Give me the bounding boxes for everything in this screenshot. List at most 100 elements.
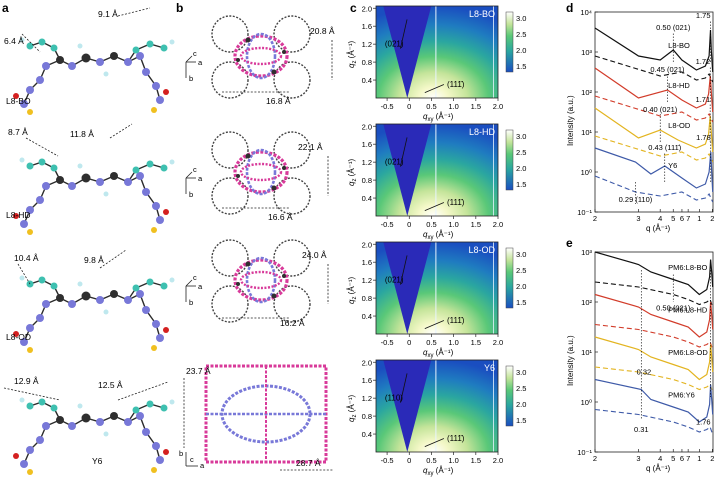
y-axis-label: qz (Å⁻¹) [347, 40, 358, 68]
x-tick-label: 2 [593, 454, 597, 463]
x-axis-label: q (Å⁻¹) [646, 224, 671, 233]
dimension-label: 12.5 Å [98, 380, 123, 390]
molecule-name: L8-BO [6, 96, 31, 106]
svg-text:b: b [189, 298, 193, 307]
colorbar-tick-label: 3.0 [516, 250, 526, 259]
beamstop-shadow [383, 242, 432, 334]
y-tick-label: 0.4 [362, 312, 372, 321]
series-out-of-plane-line [594, 408, 714, 435]
beamstop-shadow [383, 360, 432, 452]
colorbar-tick-label: 3.0 [516, 14, 526, 23]
x-tick-label: 5 [671, 454, 675, 463]
plot-frame [375, 123, 499, 217]
y-tick-label: 10⁰ [581, 398, 592, 407]
svg-text:c: c [190, 455, 194, 464]
plot-frame [375, 241, 499, 335]
series-in-plane-line [594, 293, 714, 338]
x-tick-label: 2.0 [493, 220, 503, 229]
beamstop-shadow [383, 6, 432, 98]
molecule-name: L8-HD [6, 210, 31, 220]
x-tick-label: -0.5 [381, 456, 394, 465]
peak-arrow [400, 373, 408, 403]
x-tick-label: 0 [407, 456, 411, 465]
colorbar [505, 11, 514, 73]
peak-label: 0.32 [637, 368, 652, 377]
packing-l8-hd: 16.6 Å 22.1 Å c a b [185, 130, 329, 222]
series-out-of-plane-line [594, 95, 714, 123]
x-tick-label: 1.0 [448, 456, 458, 465]
molecule-y6: 12.9 Å 12.5 Å Y6 [3, 376, 176, 476]
svg-text:c: c [193, 165, 197, 174]
y-tick-label: 1.2 [362, 158, 372, 167]
x-tick-label: 2 [710, 214, 714, 223]
series-out-of-plane-line [594, 366, 714, 393]
series-name: PM6:L8-HD [668, 306, 708, 315]
svg-text:a: a [198, 282, 203, 291]
packing-l8-od: 16.2 Å 24.0 Å c a b [185, 238, 329, 328]
x-tick-label: 1.0 [448, 220, 458, 229]
panel-label-b: b [176, 1, 183, 15]
molecule-l8-hd: 8.7 Å 11.8 Å L8-HD [6, 123, 176, 236]
peak-label: 1.72 [696, 57, 711, 66]
packing-y6: 23.7 Å 28.7 Å b a c [179, 364, 334, 471]
series-name: Y6 [668, 161, 677, 170]
y-tick-label: 0.8 [362, 412, 372, 421]
x-tick-label: 2 [593, 214, 597, 223]
series-in-plane-line [594, 251, 714, 296]
dimension-label: 9.1 Å [98, 9, 118, 19]
y-tick-label: 10⁴ [580, 8, 592, 17]
x-tick-label: 7 [686, 454, 690, 463]
peak-label: 0.43 (111̄) [648, 143, 682, 152]
molecule-structure-icon [12, 156, 176, 236]
panel-label-d: d [566, 1, 573, 15]
colorbar-tick-label: 3.0 [516, 132, 526, 141]
peak-label: 1.76 [696, 418, 711, 427]
peak-label: 0.50 (021) [656, 304, 691, 313]
peak-label: 1.75 [696, 11, 711, 20]
peak-label-1: (021) [385, 157, 404, 166]
peak-arrow [400, 19, 408, 49]
x-axis-label: qxy (Å⁻¹) [423, 230, 454, 241]
packing-lattice-icon [210, 238, 312, 324]
dimension-label: 8.7 Å [8, 127, 28, 137]
map-title: L8-OD [468, 245, 495, 255]
x-tick-label: 0.5 [426, 220, 436, 229]
molecule-name: L8-OD [6, 332, 31, 342]
svg-text:b: b [189, 74, 193, 83]
colorbar-tick-label: 2.0 [516, 282, 526, 291]
series-in-plane-line [594, 378, 714, 423]
peak-label-2: (111̄) [447, 80, 465, 89]
x-tick-label: 4 [658, 454, 662, 463]
series-in-plane-line [594, 336, 714, 381]
svg-text:a: a [198, 174, 203, 183]
x-tick-label: 3 [636, 214, 640, 223]
x-tick-label: 7 [686, 214, 690, 223]
giwaxs-map-l8-bo: L8-BO (021) (111̄) -0.5 0 0.5 1.0 1.5 2.0 0.4 0.8 1… [347, 4, 526, 123]
colorbar-tick-label: 3.0 [516, 368, 526, 377]
x-tick-label: 2.0 [493, 456, 503, 465]
peak-label-2: (111̄) [447, 434, 465, 443]
colorbar-tick-label: 2.5 [516, 266, 526, 275]
peak-label: 0.45 (021) [650, 65, 685, 74]
panel-c: L8-BO (021) (111̄) -0.5 0 0.5 1.0 1.5 2.0 0.4 0.8 1… [347, 4, 526, 477]
x-tick-label: -0.5 [381, 220, 394, 229]
packing-lattice-icon [210, 14, 312, 100]
panel-a: 6.4 Å 9.1 Å L8-BO 8.7 Å 11.8 Å L8-HD 10.… [3, 7, 176, 476]
axes-icon: c a b [185, 49, 203, 83]
colorbar-tick-label: 1.5 [516, 416, 526, 425]
x-axis-label: qxy (Å⁻¹) [423, 112, 454, 123]
colorbar-tick-label: 1.5 [516, 298, 526, 307]
y-tick-label: 2.0 [362, 240, 372, 249]
x-tick-label: 0 [407, 102, 411, 111]
dimension-label: 10.4 Å [14, 253, 39, 263]
dimension-label: 23.7 Å [186, 366, 211, 376]
y-tick-label: 10³ [581, 248, 592, 257]
colorbar [505, 129, 514, 191]
panel-label-a: a [2, 1, 9, 15]
y-axis-label: Intensity (a.u.) [566, 335, 575, 386]
y-axis-label: qz (Å⁻¹) [347, 394, 358, 422]
y-tick-label: 1.2 [362, 40, 372, 49]
packing-lattice-icon [210, 130, 312, 216]
svg-text:a: a [200, 461, 205, 470]
